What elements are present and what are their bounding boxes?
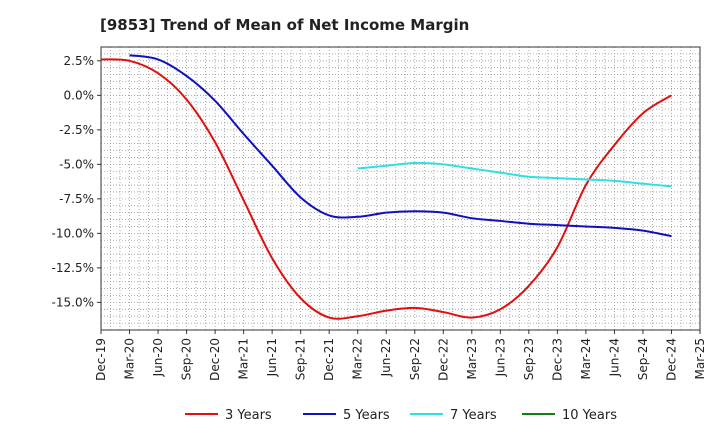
- x-tick-label: Jun-22: [379, 338, 393, 377]
- y-tick-label: -10.0%: [52, 226, 94, 240]
- legend-label-3-years: 3 Years: [225, 408, 272, 423]
- legend-label-7-years: 7 Years: [450, 408, 497, 423]
- x-tick-label: Jun-20: [151, 338, 165, 377]
- x-tick-label: Jun-21: [265, 338, 279, 377]
- series-line-5-years: [129, 54, 672, 238]
- x-tick-label: Mar-24: [579, 338, 593, 379]
- x-tick-label: Mar-22: [351, 338, 365, 379]
- y-tick-label: -7.5%: [59, 192, 94, 206]
- axes: [100, 46, 701, 331]
- y-tick-label: -12.5%: [52, 261, 94, 275]
- grid: [100, 47, 701, 330]
- x-tick-label: Mar-25: [693, 338, 707, 379]
- x-tick-label: Dec-19: [94, 338, 108, 381]
- chart-title: [9853] Trend of Mean of Net Income Margi…: [100, 16, 469, 34]
- x-tick-label: Dec-21: [322, 338, 336, 381]
- x-tick-label: Sep-23: [522, 338, 536, 380]
- series-line-7-years: [357, 161, 672, 188]
- y-tick-label: 2.5%: [64, 54, 95, 68]
- x-tick-label: Mar-20: [123, 338, 137, 379]
- x-tick-label: Dec-23: [550, 338, 564, 381]
- x-tick-label: Mar-23: [465, 338, 479, 379]
- plot-frame: [100, 46, 701, 331]
- series-line-3-years: [100, 58, 673, 320]
- y-tick-label: -2.5%: [59, 123, 94, 137]
- x-tick-label: Dec-24: [664, 338, 678, 381]
- x-tick-label: Mar-21: [237, 338, 251, 379]
- x-axis-ticks: Dec-19 Mar-20 Jun-20 Sep-20 Dec-20 Mar-21 Jun-…: [94, 330, 707, 381]
- x-tick-label: Sep-22: [408, 338, 422, 380]
- y-tick-label: 0.0%: [64, 88, 95, 102]
- x-tick-label: Jun-23: [493, 338, 507, 377]
- legend-label-10-years: 10 Years: [562, 408, 617, 423]
- x-tick-label: Dec-20: [208, 338, 222, 381]
- x-tick-label: Jun-24: [607, 338, 621, 377]
- series-lines: [100, 54, 673, 320]
- y-tick-label: -15.0%: [52, 295, 94, 309]
- x-tick-label: Dec-22: [436, 338, 450, 381]
- x-tick-label: Sep-21: [294, 338, 308, 380]
- legend-label-5-years: 5 Years: [343, 408, 390, 423]
- y-axis-ticks: 2.5% 0.0% -2.5% -5.0% -7.5% -10.0% -12.5% -15.0…: [52, 54, 101, 309]
- legend: 3 Years 5 Years 7 Years 10 Years: [185, 408, 617, 423]
- x-tick-label: Sep-20: [180, 338, 194, 380]
- x-tick-label: Sep-24: [636, 338, 650, 380]
- y-tick-label: -5.0%: [59, 157, 94, 171]
